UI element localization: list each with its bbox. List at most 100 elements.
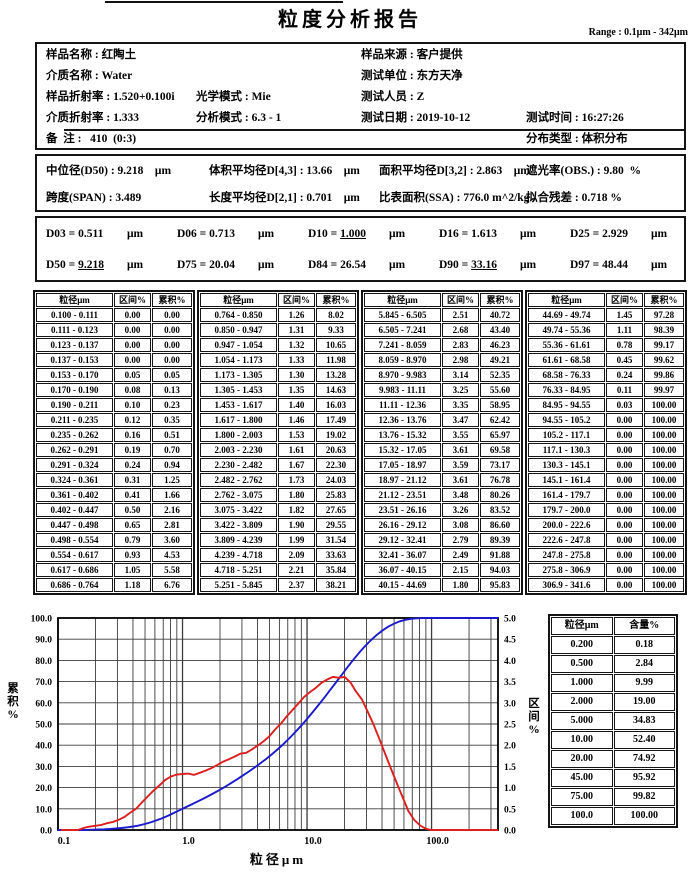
table-row: 21.12 - 23.51 3.48 80.26 [364,488,520,502]
right-axis-tick-label: 3.0 [504,699,516,709]
table-row: 1.173 - 1.305 1.30 13.28 [200,368,356,382]
size-range-cell: 0.235 - 0.262 [36,428,113,442]
table-header-cell: 区间% [278,293,315,307]
d-value-d10: D10 = 1.000 μm [308,228,405,240]
interval-percent-cell: 2.51 [442,308,479,322]
size-range-cell: 8.970 - 9.983 [364,368,441,382]
cumulative-percent-cell: 100.00 [643,398,684,412]
interval-percent-cell: 1.73 [278,473,315,487]
size-cell: 20.00 [551,750,613,768]
size-range-cell: 44.69 - 49.74 [528,308,605,322]
cumulative-percent-cell: 25.83 [315,488,356,502]
cumulative-percent-cell: 89.39 [479,533,520,547]
interval-percent-cell: 0.00 [606,563,643,577]
info-field: 备 注 : 410 (0:3) [46,132,137,145]
d-value-label: D16 = [439,227,472,240]
d-value-d16: D16 = 1.613 μm [439,228,536,240]
table-row: 2.000 19.00 [551,693,675,711]
table-row: 0.235 - 0.262 0.16 0.51 [36,428,192,442]
cumulative-percent-cell: 100.00 [643,458,684,472]
size-range-cell: 94.55 - 105.2 [528,413,605,427]
cumulative-percent-cell: 13.28 [315,368,356,382]
d-value-number: 0.713 [209,227,235,240]
table-header-cell: 区间% [442,293,479,307]
interval-percent-cell: 2.68 [442,323,479,337]
cumulative-percent-cell: 20.63 [315,443,356,457]
interval-percent-cell: 2.49 [442,548,479,562]
interval-percent-cell: 0.00 [114,338,151,352]
cumulative-percent-cell: 14.63 [315,383,356,397]
size-range-cell: 7.241 - 8.059 [364,338,441,352]
size-range-cell: 2.230 - 2.482 [200,458,277,472]
table-row: 55.36 - 61.61 0.78 99.17 [528,338,684,352]
cumulative-percent-cell: 100.00 [643,533,684,547]
cumulative-percent-cell: 65.97 [479,428,520,442]
size-range-cell: 222.6 - 247.8 [528,533,605,547]
size-cell: 45.00 [551,769,613,787]
cumulative-percent-cell: 99.97 [643,383,684,397]
table-row: 1.617 - 1.800 1.46 17.49 [200,413,356,427]
d-value-d84: D84 = 26.54 μm [308,259,405,271]
table-row: 161.4 - 179.7 0.00 100.00 [528,488,684,502]
table-row: 49.74 - 55.36 1.11 98.39 [528,323,684,337]
d-values-box: D03 = 0.511 μm D06 = 0.713 μm D10 = 1.000 … [35,216,686,282]
cumulative-percent-cell: 97.28 [643,308,684,322]
cumulative-percent-cell: 2.81 [151,518,192,532]
size-range-cell: 161.4 - 179.7 [528,488,605,502]
table-row: 40.15 - 44.69 1.80 95.83 [364,578,520,592]
cumulative-percent-cell: 11.98 [315,353,356,367]
cumulative-percent-cell: 99.86 [643,368,684,382]
info-field: 分布类型 : 体积分布 [526,132,628,145]
size-range-cell: 0.100 - 0.111 [36,308,113,322]
left-axis-title: 累 积 % [7,683,19,721]
content-percent-cell: 100.00 [613,807,675,825]
table-row: 0.111 - 0.123 0.00 0.00 [36,323,192,337]
x-axis-tick-label: 100.0 [426,836,449,847]
table-row: 100.0 100.00 [551,807,675,825]
size-range-cell: 29.12 - 32.41 [364,533,441,547]
table-row: 2.230 - 2.482 1.67 22.30 [200,458,356,472]
size-range-cell: 4.718 - 5.251 [200,563,277,577]
table-row: 8.059 - 8.970 2.98 49.21 [364,353,520,367]
table-row: 84.95 - 94.55 0.03 100.00 [528,398,684,412]
size-range-cell: 76.33 - 84.95 [528,383,605,397]
stat-field: 体积平均径D[4,3] : 13.66 μm [209,164,360,177]
size-range-cell: 8.059 - 8.970 [364,353,441,367]
interval-percent-cell: 1.18 [114,578,151,592]
table-row: 94.55 - 105.2 0.00 100.00 [528,413,684,427]
interval-percent-cell: 1.80 [442,578,479,592]
cumulative-percent-cell: 99.62 [643,353,684,367]
table-row: 61.61 - 68.58 0.45 99.62 [528,353,684,367]
x-axis-tick-label: 10.0 [304,836,322,847]
cumulative-percent-cell: 27.65 [315,503,356,517]
cumulative-percent-cell: 100.00 [643,443,684,457]
cumulative-curve [58,617,498,831]
table-row: 23.51 - 26.16 3.26 83.52 [364,503,520,517]
interval-percent-cell: 0.00 [606,428,643,442]
table-row: 5.000 34.83 [551,712,675,730]
right-axis-tick-label: 4.5 [504,636,516,646]
table-header-cell: 累积% [643,293,684,307]
size-range-cell: 0.447 - 0.498 [36,518,113,532]
size-range-cell: 0.324 - 0.361 [36,473,113,487]
size-range-cell: 117.1 - 130.3 [528,443,605,457]
cumulative-percent-cell: 4.53 [151,548,192,562]
interval-percent-cell: 0.24 [114,458,151,472]
size-range-cell: 105.2 - 117.1 [528,428,605,442]
size-range-cell: 36.07 - 40.15 [364,563,441,577]
table-row: 1.000 9.99 [551,674,675,692]
table-header-row: 粒径μm 含量% [551,617,675,635]
right-axis-tick-label: 2.0 [504,742,516,752]
cumulative-percent-cell: 0.70 [151,443,192,457]
size-range-cell: 0.361 - 0.402 [36,488,113,502]
table-row: 2.003 - 2.230 1.61 20.63 [200,443,356,457]
interval-percent-cell: 0.41 [114,488,151,502]
table-row: 1.453 - 1.617 1.40 16.03 [200,398,356,412]
table-row: 0.200 0.18 [551,636,675,654]
table-header-cell: 区间% [606,293,643,307]
table-header-cell: 累积% [315,293,356,307]
table-row: 4.718 - 5.251 2.21 35.84 [200,563,356,577]
cumulative-percent-cell: 58.95 [479,398,520,412]
interval-percent-cell: 0.00 [606,488,643,502]
cumulative-percent-cell: 35.84 [315,563,356,577]
